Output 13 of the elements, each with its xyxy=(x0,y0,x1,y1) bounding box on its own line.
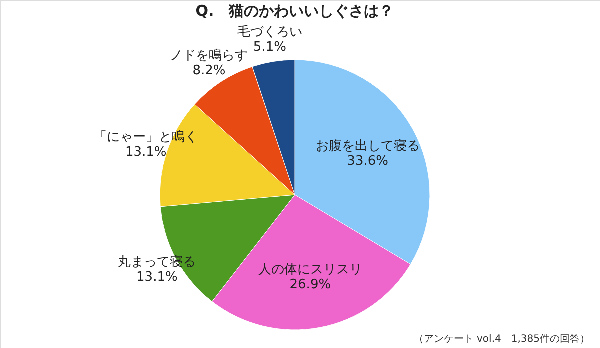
slice-label: ノドを鳴らす xyxy=(170,48,248,64)
data-label: 13.1% xyxy=(125,145,167,160)
data-label: 13.1% xyxy=(136,270,178,286)
slice-label: 「にゃー」と鳴く xyxy=(94,130,198,146)
slice-label: 毛づくろい xyxy=(237,25,302,40)
text: （アンケート vol.4 1,385件の回答） xyxy=(414,333,590,345)
data-label: 33.6% xyxy=(347,154,388,169)
data-label: 5.1% xyxy=(253,40,286,56)
chart-title: Q. 猫のかわいいしぐさは？ xyxy=(196,2,394,20)
data-label: 26.9% xyxy=(290,277,332,292)
slice-label: 人の体にスリスリ xyxy=(258,262,362,278)
data-label: 8.2% xyxy=(192,64,226,79)
slice-label: お腹を出して寝る xyxy=(316,138,420,154)
